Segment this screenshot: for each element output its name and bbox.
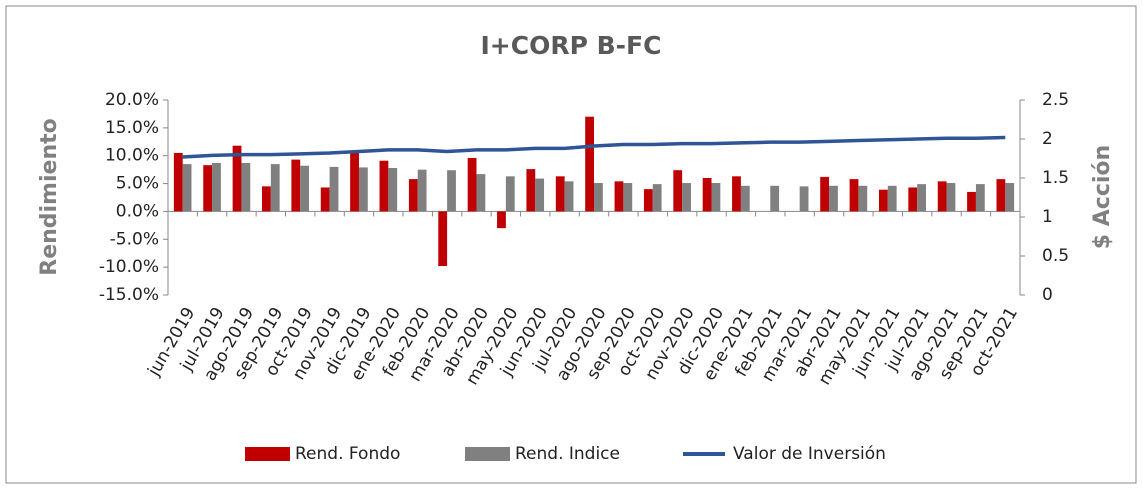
bar — [467, 157, 477, 212]
bar — [417, 169, 427, 212]
bar — [996, 179, 1006, 212]
bar — [967, 191, 976, 212]
y-tick-label: 0.0% — [116, 201, 159, 221]
bar — [770, 185, 780, 212]
bar — [740, 185, 750, 212]
y2-axis-title: $ Acción — [1090, 145, 1115, 249]
bar — [946, 183, 956, 212]
bar — [702, 178, 712, 212]
bar — [555, 176, 565, 212]
bar — [447, 170, 456, 212]
bar — [535, 178, 545, 212]
bar — [212, 162, 221, 212]
bar — [937, 181, 947, 212]
bar — [564, 181, 574, 212]
y2-tick-label: 2.5 — [1042, 90, 1069, 110]
bar — [408, 179, 418, 212]
bar — [799, 186, 809, 212]
bar — [652, 184, 662, 212]
bar — [917, 184, 926, 212]
y-tick-label: 15.0% — [105, 118, 159, 138]
bar — [1005, 183, 1015, 212]
bar — [908, 187, 918, 212]
chart-frame — [5, 5, 1137, 484]
y2-tick-label: 0.5 — [1042, 246, 1069, 266]
bar — [682, 183, 691, 212]
bar — [849, 179, 859, 212]
bar — [526, 169, 536, 212]
bar — [329, 166, 339, 212]
bar — [623, 183, 633, 212]
bar — [673, 170, 683, 212]
bar — [476, 174, 486, 212]
bar — [887, 185, 897, 212]
bar — [320, 187, 330, 212]
bar — [497, 211, 506, 229]
bar — [878, 189, 888, 212]
bar — [711, 183, 721, 212]
bar — [241, 162, 251, 212]
bar — [291, 159, 301, 212]
line — [182, 135, 1006, 159]
y-tick-label: 20.0% — [105, 90, 159, 110]
bar — [270, 164, 280, 212]
bar — [203, 165, 213, 212]
y-tick-label: -15.0% — [99, 285, 159, 305]
bar — [358, 167, 368, 212]
y-tick-label: 10.0% — [105, 146, 159, 166]
y2-tick-label: 2 — [1042, 129, 1053, 149]
bar — [505, 176, 515, 212]
bar — [388, 167, 398, 212]
y2-tick-label: 1 — [1042, 207, 1053, 227]
y-tick-label: -5.0% — [110, 229, 159, 249]
y-tick-label: 5.0% — [116, 174, 159, 194]
bar — [643, 189, 653, 212]
bar — [262, 186, 271, 212]
bar — [975, 184, 985, 212]
legend-label: Valor de Inversión — [733, 444, 886, 464]
legend-swatch — [245, 447, 290, 461]
bar — [858, 185, 868, 212]
bar — [732, 176, 741, 212]
bar — [585, 116, 594, 212]
bar — [438, 211, 448, 267]
legend-swatch — [465, 447, 510, 461]
legend-label: Rend. Fondo — [295, 444, 400, 464]
y2-tick-label: 1.5 — [1042, 168, 1069, 188]
y-tick-label: -10.0% — [99, 257, 159, 277]
bar — [820, 176, 830, 212]
bar — [614, 181, 624, 212]
y-axis-title: Rendimiento — [37, 118, 62, 276]
bar — [182, 164, 192, 212]
bar — [379, 160, 389, 212]
bar — [232, 145, 242, 212]
bar — [300, 165, 310, 212]
bar — [173, 152, 183, 212]
chart-title: I+CORP B-FC — [481, 31, 662, 60]
bar — [350, 152, 359, 212]
y2-tick-label: 0 — [1042, 285, 1053, 305]
bar — [594, 183, 603, 212]
bar — [829, 185, 838, 212]
legend-label: Rend. Indice — [515, 444, 620, 464]
